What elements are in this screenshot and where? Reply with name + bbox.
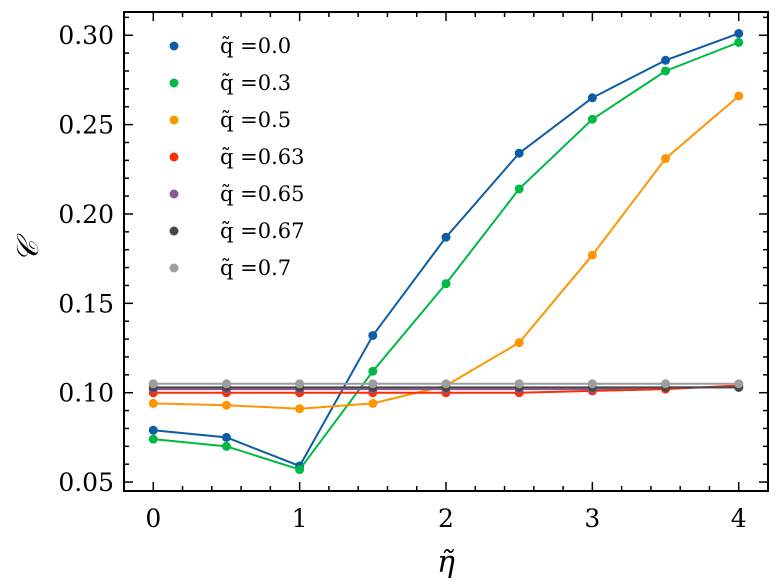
- legend-label: q̃ =0.65: [220, 182, 304, 206]
- x-axis-label: η̃: [437, 545, 455, 580]
- data-point: [148, 398, 158, 408]
- data-point: [734, 37, 744, 47]
- legend-marker: [169, 263, 179, 273]
- legend-label: q̃ =0.7: [220, 256, 291, 280]
- x-tick-label: 2: [438, 504, 454, 533]
- data-point: [221, 379, 231, 389]
- legend-item: q̃ =0.7: [169, 256, 291, 280]
- x-tick-label: 1: [292, 504, 308, 533]
- legend-marker: [169, 115, 179, 125]
- legend-label: q̃ =0.63: [220, 145, 304, 169]
- data-point: [441, 279, 451, 289]
- legend-label: q̃ =0.67: [220, 219, 304, 243]
- data-point: [587, 93, 597, 103]
- legend-marker: [169, 41, 179, 51]
- data-point: [514, 184, 524, 194]
- data-point: [514, 148, 524, 158]
- plot-frame: [123, 11, 769, 492]
- data-point: [368, 398, 378, 408]
- legend-marker: [169, 226, 179, 236]
- series-line: [153, 32, 740, 468]
- data-point: [587, 379, 597, 389]
- legend-item: q̃ =0.67: [169, 219, 304, 243]
- data-point: [587, 114, 597, 124]
- data-point: [148, 434, 158, 444]
- data-point: [441, 232, 451, 242]
- y-tick-label: 0.20: [58, 200, 114, 229]
- data-point: [368, 366, 378, 376]
- data-point: [514, 379, 524, 389]
- legend-label: q̃ =0.3: [220, 71, 291, 95]
- legend-label: q̃ =0.0: [220, 34, 291, 58]
- data-point: [734, 91, 744, 101]
- series-1: [148, 37, 744, 475]
- data-point: [661, 154, 671, 164]
- series-2: [148, 91, 744, 414]
- data-point: [295, 404, 305, 414]
- series-line: [153, 95, 740, 410]
- legend: q̃ =0.0 q̃ =0.3 q̃ =0.5 q̃ =0.63 q̃ =0.65 q̃ …: [169, 34, 304, 280]
- series-6: [148, 379, 744, 389]
- legend-item: q̃ =0.5: [169, 108, 291, 132]
- data-point: [661, 66, 671, 76]
- x-tick-label: 0: [145, 504, 161, 533]
- legend-item: q̃ =0.3: [169, 71, 291, 95]
- y-tick-label: 0.25: [58, 111, 114, 140]
- data-point: [734, 28, 744, 38]
- data-point: [295, 465, 305, 475]
- y-tick-label: 0.05: [58, 468, 114, 497]
- data-point: [221, 441, 231, 451]
- legend-item: q̃ =0.65: [169, 182, 304, 206]
- x-tick-label: 4: [731, 504, 747, 533]
- data-point: [661, 55, 671, 65]
- data-point: [368, 379, 378, 389]
- data-point: [514, 338, 524, 348]
- legend-marker: [169, 78, 179, 88]
- data-point: [441, 379, 451, 389]
- data-point: [148, 425, 158, 435]
- series-layer: [148, 28, 744, 475]
- x-tick-label: 3: [584, 504, 600, 533]
- series-0: [148, 28, 744, 471]
- legend-item: q̃ =0.0: [169, 34, 291, 58]
- data-point: [734, 379, 744, 389]
- data-point: [295, 379, 305, 389]
- y-axis-label: 𝒞: [11, 232, 46, 262]
- y-tick-label: 0.10: [58, 379, 114, 408]
- legend-item: q̃ =0.63: [169, 145, 304, 169]
- data-point: [661, 379, 671, 389]
- y-tick-label: 0.15: [58, 289, 114, 318]
- data-point: [587, 250, 597, 260]
- legend-marker: [169, 189, 179, 199]
- data-point: [221, 400, 231, 410]
- legend-label: q̃ =0.5: [220, 108, 291, 132]
- data-point: [221, 432, 231, 442]
- tick-labels: 0 1 2 3 4 0.05 0.10 0.15 0.20 0.25 0.30: [58, 21, 746, 533]
- legend-marker: [169, 152, 179, 162]
- data-point: [368, 331, 378, 341]
- y-tick-label: 0.30: [58, 21, 114, 50]
- data-point: [148, 379, 158, 389]
